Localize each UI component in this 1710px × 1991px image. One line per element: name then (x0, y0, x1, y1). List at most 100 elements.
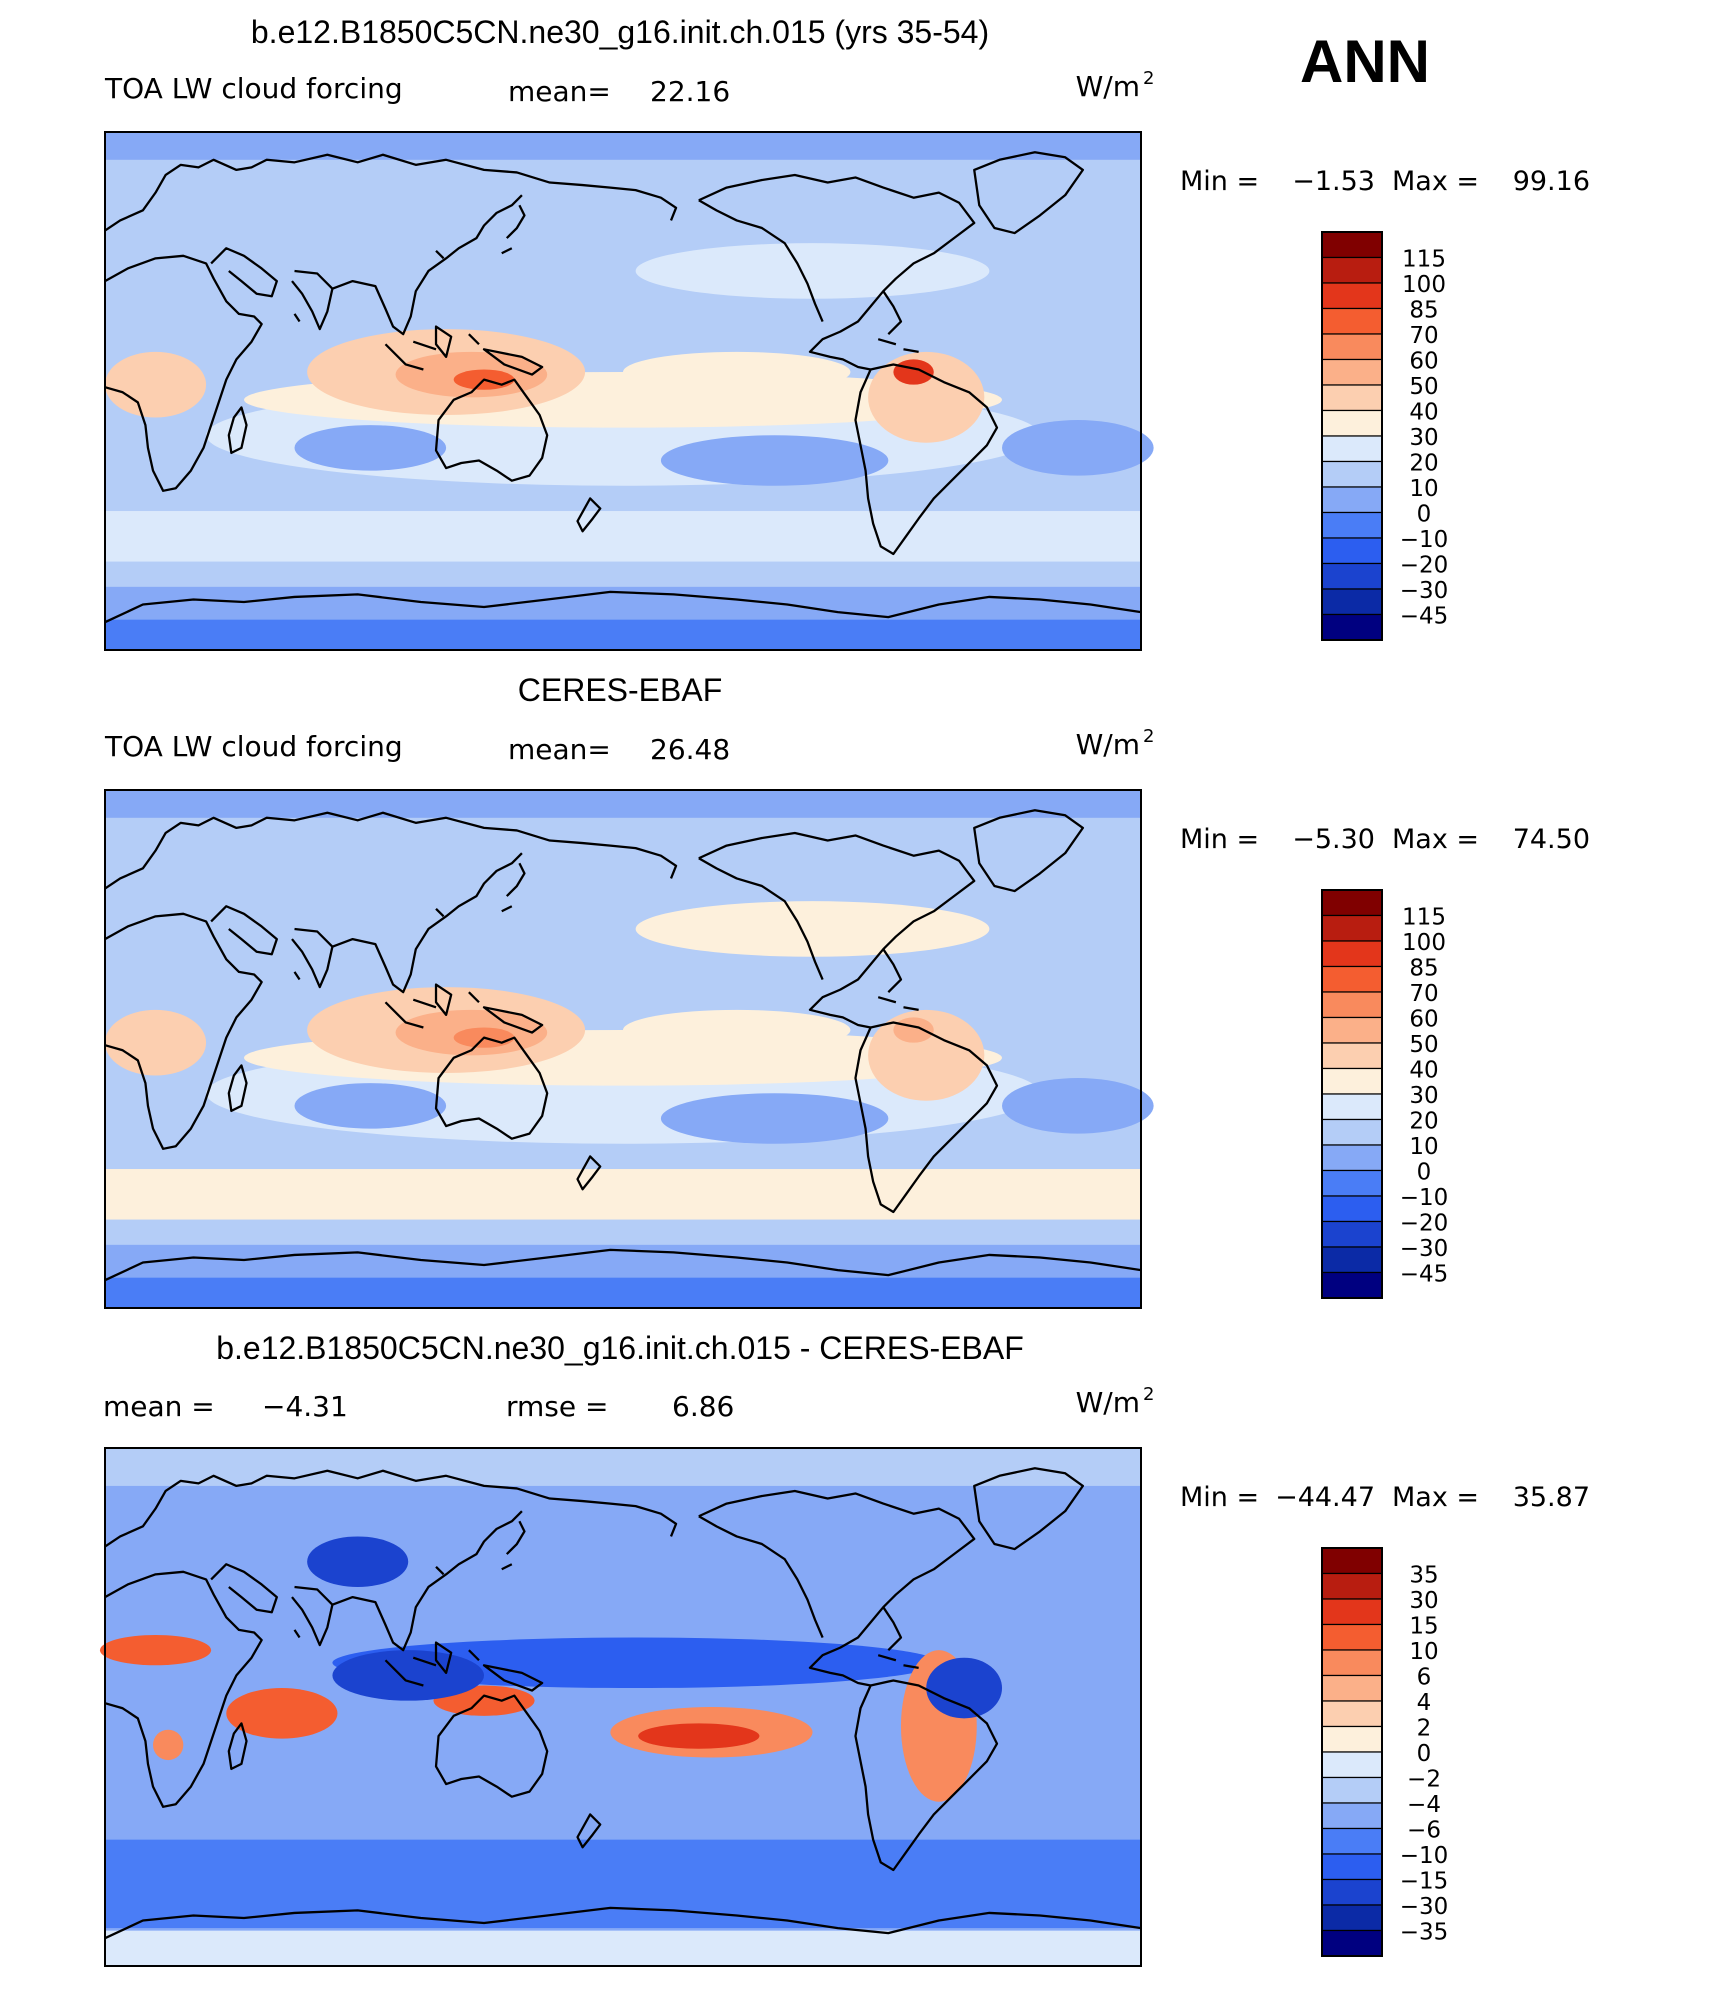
colorbar-box (1321, 562, 1383, 590)
field-blob (294, 425, 447, 471)
colorbar-box (1321, 486, 1383, 514)
colorbar-label: −20 (1400, 1211, 1449, 1237)
colorbar-label: −30 (1400, 578, 1449, 604)
colorbar-box (1321, 1929, 1383, 1957)
colorbar-label: 20 (1409, 1109, 1438, 1135)
colorbar-label: −4 (1407, 1792, 1441, 1818)
panel-3: b.e12.B1850C5CN.ne30_g16.init.ch.015 - C… (99, 1330, 1590, 1967)
rmse-label: rmse = (506, 1390, 608, 1423)
colorbar-frame (1321, 231, 1383, 641)
colorbar-label: 100 (1402, 272, 1446, 298)
panel-2: CERES-EBAF TOA LW cloud forcing mean= 26.48… (103, 672, 1590, 1309)
colorbar-box (1321, 1904, 1383, 1932)
colorbar-label: −10 (1400, 1185, 1449, 1211)
min-label: Min = (1180, 824, 1259, 855)
field-blob (660, 435, 889, 486)
colorbar-label: 50 (1409, 1032, 1438, 1058)
colorbar-label: 0 (1417, 1160, 1432, 1186)
colorbar-label: 30 (1409, 1588, 1438, 1614)
colorbar-label: −45 (1400, 1262, 1449, 1288)
field-blob (1002, 420, 1154, 476)
field-blob (307, 1536, 409, 1587)
min-value: −1.53 (1292, 166, 1375, 197)
max-label: Max = (1392, 824, 1479, 855)
colorbar-box (1321, 256, 1383, 284)
colorbar-label: 60 (1409, 349, 1438, 375)
colorbar-box (1321, 991, 1383, 1019)
mean-label: mean= (508, 75, 611, 108)
colorbar-box (1321, 1246, 1383, 1274)
field-band (105, 1448, 1141, 1486)
min-value: −44.47 (1275, 1482, 1375, 1513)
colorbar-box (1321, 940, 1383, 968)
field-blob (294, 1083, 447, 1129)
panel-title: b.e12.B1850C5CN.ne30_g16.init.ch.015 (yr… (251, 14, 989, 50)
colorbar-box (1321, 435, 1383, 463)
panel-title: b.e12.B1850C5CN.ne30_g16.init.ch.015 - C… (216, 1330, 1024, 1366)
colorbar-box (1321, 1827, 1383, 1855)
colorbar-box (1321, 333, 1383, 361)
colorbar-label: 115 (1402, 905, 1446, 931)
colorbar-box (1321, 1169, 1383, 1197)
units-superscript: 2 (1143, 68, 1154, 89)
mean-value: 26.48 (650, 733, 730, 766)
colorbar-box (1321, 914, 1383, 942)
colorbar-box (1321, 1118, 1383, 1146)
max-value: 35.87 (1513, 1482, 1590, 1513)
colorbar-label: 15 (1409, 1614, 1438, 1640)
colorbar-frame (1321, 889, 1383, 1299)
colorbar-label: 40 (1409, 400, 1438, 426)
colorbar-box (1321, 537, 1383, 565)
units-superscript: 2 (1143, 1384, 1154, 1405)
colorbar-label: −35 (1400, 1920, 1449, 1946)
field-blob (226, 1688, 338, 1739)
map-frame (104, 131, 1142, 651)
colorbar-box (1321, 1725, 1383, 1753)
field-band (105, 1839, 1141, 1929)
colorbar-label: 30 (1409, 425, 1438, 451)
field-blob (660, 1093, 889, 1144)
map-field (99, 1448, 1143, 1966)
mean-label: mean= (508, 733, 611, 766)
min-value: −5.30 (1292, 824, 1375, 855)
colorbar-box (1321, 282, 1383, 310)
field-band (105, 1930, 1141, 1966)
colorbar-label: 50 (1409, 374, 1438, 400)
colorbar-label: 40 (1409, 1058, 1438, 1084)
field-blob (623, 1009, 851, 1051)
colorbar-label: 6 (1417, 1665, 1432, 1691)
colorbar-box (1321, 965, 1383, 993)
min-label: Min = (1180, 1482, 1259, 1513)
colorbar-box (1321, 1853, 1383, 1881)
units-label: W/m (1076, 70, 1140, 103)
colorbar-box (1321, 511, 1383, 539)
colorbar-label: −10 (1400, 527, 1449, 553)
colorbar-box (1321, 1700, 1383, 1728)
field-band (105, 1169, 1141, 1220)
colorbar-box (1321, 1674, 1383, 1702)
field-band (105, 790, 1141, 818)
panel-1: b.e12.B1850C5CN.ne30_g16.init.ch.015 (yr… (103, 14, 1590, 651)
field-blob (105, 351, 207, 418)
colorbar-label: −45 (1400, 604, 1449, 630)
field-blob (635, 901, 990, 957)
colorbar-box (1321, 1042, 1383, 1070)
units-label: W/m (1076, 1386, 1140, 1419)
colorbar-label: −6 (1407, 1818, 1441, 1844)
colorbar-box (1321, 1271, 1383, 1299)
colorbar-label: 70 (1409, 323, 1438, 349)
colorbar-box (1321, 588, 1383, 616)
colorbar-label: 0 (1417, 502, 1432, 528)
field-blob (99, 1634, 212, 1666)
colorbar-label: 85 (1409, 956, 1438, 982)
colorbar-box (1321, 460, 1383, 488)
field-band (105, 132, 1141, 160)
field-band (105, 619, 1141, 650)
colorbar-box (1321, 1572, 1383, 1600)
map-field (103, 132, 1154, 650)
max-value: 74.50 (1513, 824, 1590, 855)
